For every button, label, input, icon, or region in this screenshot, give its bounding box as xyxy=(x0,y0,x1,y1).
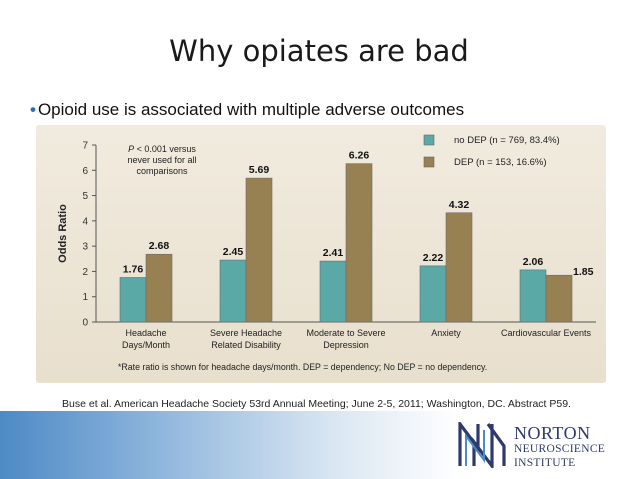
legend-label: no DEP (n = 769, 83.4%) xyxy=(454,135,560,146)
data-label: 5.69 xyxy=(249,164,270,176)
bullet-text: Opioid use is associated with multiple a… xyxy=(37,100,465,119)
annotation-text: comparisons xyxy=(136,166,188,176)
bullet-dot: • xyxy=(30,100,36,119)
logo-line-1: NORTON xyxy=(514,423,591,443)
data-label: 2.68 xyxy=(149,240,170,252)
chart-panel: 0 1 2 3 4 5 6 7 Odds Ratio 1.76 2.68 Headache Days/M… xyxy=(36,125,606,383)
legend-swatch xyxy=(423,156,435,168)
legend-swatch xyxy=(423,134,435,146)
data-label: 1.85 xyxy=(573,266,594,278)
bar-dep xyxy=(445,212,473,323)
bar-no-dep xyxy=(119,277,147,323)
slide-title: Why opiates are bad xyxy=(169,34,469,68)
x-tick-label: Days/Month xyxy=(122,340,170,350)
bullet-point: • Opioid use is associated with multiple … xyxy=(30,100,464,120)
y-tick-label: 5 xyxy=(82,191,88,202)
odds-ratio-bar-chart: 0 1 2 3 4 5 6 7 Odds Ratio 1.76 2.68 Headache Days/M… xyxy=(57,134,596,372)
logo-text: NORTON NEUROSCIENCE INSTITUTE xyxy=(514,424,605,469)
data-label: 2.41 xyxy=(323,247,344,259)
y-tick-label: 0 xyxy=(82,318,88,329)
y-tick-label: 1 xyxy=(82,292,88,303)
data-label: 2.06 xyxy=(523,256,544,268)
x-tick-label: Severe Headache xyxy=(210,328,282,338)
data-label: 1.76 xyxy=(123,263,144,275)
logo-line-3: INSTITUTE xyxy=(514,456,576,469)
data-label: 4.32 xyxy=(449,199,470,211)
bar-dep xyxy=(145,253,173,323)
data-label: 2.45 xyxy=(223,246,244,258)
y-tick-label: 7 xyxy=(82,141,88,152)
x-tick-label: Anxiety xyxy=(431,328,461,338)
data-label: 6.26 xyxy=(349,150,370,162)
citation: Buse et al. American Headache Society 53… xyxy=(62,398,571,410)
norton-logo-icon xyxy=(458,422,506,468)
x-tick-label: Cardiovascular Events xyxy=(501,328,592,338)
x-tick-label: Depression xyxy=(323,340,369,350)
footer-band xyxy=(0,411,638,479)
data-label: 2.22 xyxy=(423,252,444,264)
bar-no-dep xyxy=(319,260,347,323)
annotation-text: P < 0.001 versus xyxy=(128,144,196,154)
x-tick-label: Headache xyxy=(125,328,166,338)
bar-dep xyxy=(545,274,573,323)
bar-dep xyxy=(345,163,373,323)
y-tick-label: 4 xyxy=(82,216,88,227)
bar-no-dep xyxy=(419,265,447,323)
bar-no-dep xyxy=(219,259,247,323)
legend-label: DEP (n = 153, 16.6%) xyxy=(454,157,547,168)
bar-no-dep xyxy=(519,269,547,323)
annotation-text: never used for all xyxy=(127,155,196,165)
y-tick-label: 3 xyxy=(82,242,88,253)
chart-footnote: *Rate ratio is shown for headache days/m… xyxy=(118,362,487,372)
bar-dep xyxy=(245,177,273,323)
logo-line-2: NEUROSCIENCE xyxy=(514,443,606,455)
y-tick-label: 6 xyxy=(82,166,88,177)
x-tick-label: Moderate to Severe xyxy=(306,328,385,338)
y-axis-label: Odds Ratio xyxy=(57,204,69,263)
x-tick-label: Related Disability xyxy=(211,340,281,350)
norton-logo: NORTON NEUROSCIENCE INSTITUTE xyxy=(458,418,628,474)
y-tick-label: 2 xyxy=(82,267,88,278)
